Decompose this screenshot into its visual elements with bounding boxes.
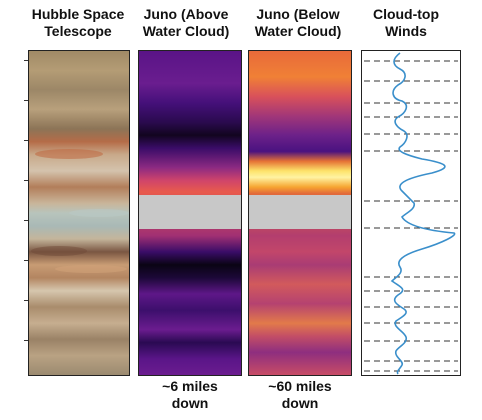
footer-juno-above-line2: down — [171, 395, 209, 411]
header-hubble: Hubble Space Telescope — [26, 6, 130, 40]
header-juno-below-line2: Water Cloud) — [254, 23, 342, 39]
tick-mark — [24, 340, 28, 341]
header-winds-line2: Winds — [385, 23, 427, 39]
latitude-dash-lines — [364, 60, 458, 372]
data-gap-below — [249, 195, 351, 229]
winds-panel — [361, 50, 461, 376]
header-juno-above-line2: Water Cloud) — [142, 23, 230, 39]
tick-mark — [24, 300, 28, 301]
footer-juno-below-line1: ~60 miles — [268, 378, 332, 394]
header-winds: Cloud-top Winds — [356, 6, 456, 40]
juno-above-panel — [138, 50, 242, 376]
header-juno-below-line1: Juno (Below — [256, 6, 340, 22]
tick-mark — [24, 180, 28, 181]
header-juno-above: Juno (Above Water Cloud) — [134, 6, 238, 40]
header-juno-above-line1: Juno (Above — [143, 6, 229, 22]
header-winds-line1: Cloud-top — [372, 6, 440, 22]
hubble-band-image — [29, 51, 129, 375]
juno-below-band-image — [249, 51, 351, 375]
footer-juno-above-line1: ~6 miles — [162, 378, 218, 394]
header-hubble-line1: Hubble Space — [31, 6, 125, 22]
wind-profile-line — [390, 52, 456, 375]
footer-juno-above: ~6 miles down — [140, 378, 240, 412]
juno-above-band-image — [139, 51, 241, 375]
juno-below-panel — [248, 50, 352, 376]
tick-mark — [24, 140, 28, 141]
tick-mark — [24, 220, 28, 221]
winds-plot — [364, 52, 458, 375]
tick-mark — [24, 60, 28, 61]
tick-mark — [24, 260, 28, 261]
hubble-image-panel — [28, 50, 130, 376]
header-hubble-line2: Telescope — [44, 23, 112, 39]
tick-mark — [24, 100, 28, 101]
footer-juno-below: ~60 miles down — [250, 378, 350, 412]
footer-juno-below-line2: down — [281, 395, 319, 411]
header-juno-below: Juno (Below Water Cloud) — [245, 6, 351, 40]
data-gap-above — [139, 195, 241, 229]
